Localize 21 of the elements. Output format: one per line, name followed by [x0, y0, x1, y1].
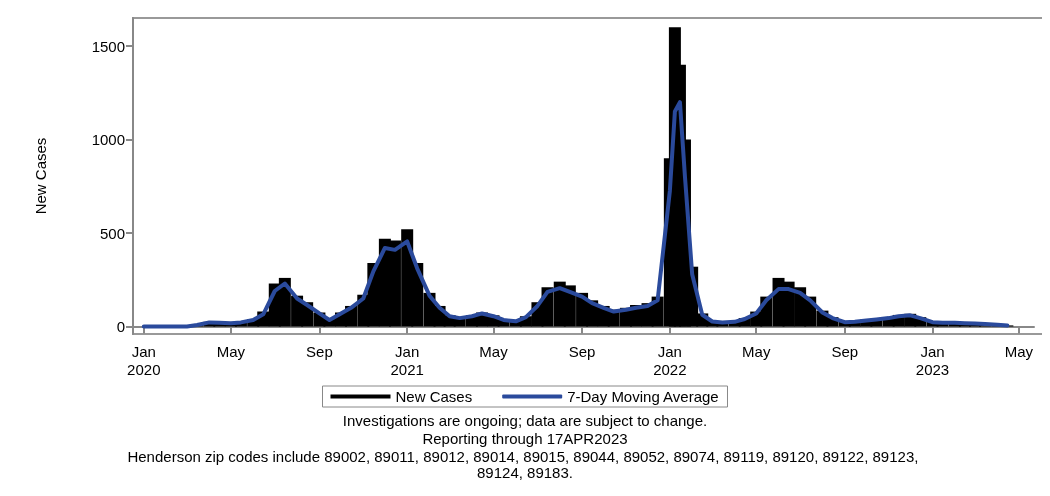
x-tick-label: May [216, 342, 246, 360]
y-tick-label: 0 [116, 318, 125, 336]
legend-label: 7-Day Moving Average [567, 388, 719, 405]
x-tick-label: May [479, 342, 509, 360]
x-tick-label: May [1004, 342, 1034, 360]
x-tick-label: May [742, 342, 771, 360]
y-axis-title: New Cases [32, 137, 49, 215]
y-tick-label: 1000 [91, 131, 125, 149]
x-tick-label: Sep [831, 342, 859, 360]
text: Investigations are ongoing; data are subject to change. [342, 411, 708, 429]
x-tick-label: Sep [306, 342, 333, 360]
x-tick-label: Sep [568, 342, 596, 360]
x-tick-label: Jan 2023 [915, 342, 950, 378]
x-tick-label: Jan 2020 [127, 342, 161, 378]
legend-label: New Cases [395, 388, 473, 405]
x-tick-label: Jan 2022 [653, 342, 687, 378]
y-tick-label: 1500 [91, 37, 125, 55]
text: Reporting through 17APR2023 [422, 429, 628, 447]
text: Henderson zip codes include 89002, 89011, 89012, 89014, 89015, 89044, 89052, 89074, 89119, 89120, 89122, 89123, 89124, 89183. [127, 447, 923, 481]
y-tick-label: 500 [99, 224, 125, 242]
x-tick-label: Jan 2021 [390, 342, 424, 378]
